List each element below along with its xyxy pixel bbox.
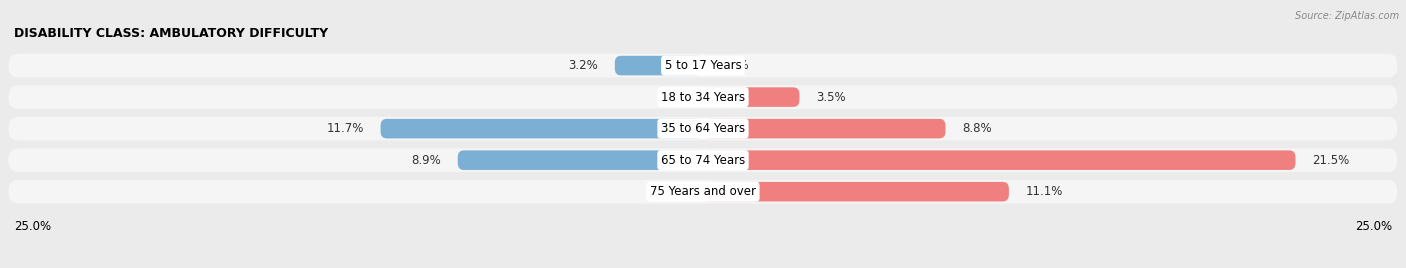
- Text: 11.1%: 11.1%: [1025, 185, 1063, 198]
- Text: 65 to 74 Years: 65 to 74 Years: [661, 154, 745, 167]
- FancyBboxPatch shape: [8, 180, 1398, 203]
- FancyBboxPatch shape: [381, 119, 703, 138]
- Text: 3.2%: 3.2%: [568, 59, 599, 72]
- Text: 0.0%: 0.0%: [657, 185, 686, 198]
- Text: 11.7%: 11.7%: [326, 122, 364, 135]
- Text: 3.5%: 3.5%: [815, 91, 845, 104]
- Text: Source: ZipAtlas.com: Source: ZipAtlas.com: [1295, 11, 1399, 21]
- Text: 8.9%: 8.9%: [412, 154, 441, 167]
- FancyBboxPatch shape: [703, 119, 945, 138]
- FancyBboxPatch shape: [8, 85, 1398, 109]
- Text: 5 to 17 Years: 5 to 17 Years: [665, 59, 741, 72]
- FancyBboxPatch shape: [703, 87, 800, 107]
- Text: 0.0%: 0.0%: [657, 91, 686, 104]
- Text: 75 Years and over: 75 Years and over: [650, 185, 756, 198]
- FancyBboxPatch shape: [614, 56, 703, 75]
- Text: 25.0%: 25.0%: [14, 220, 51, 233]
- FancyBboxPatch shape: [703, 182, 1010, 202]
- FancyBboxPatch shape: [8, 54, 1398, 77]
- FancyBboxPatch shape: [458, 150, 703, 170]
- FancyBboxPatch shape: [8, 148, 1398, 172]
- Text: 0.0%: 0.0%: [720, 59, 749, 72]
- Legend: Male, Female: Male, Female: [641, 264, 765, 268]
- Text: 21.5%: 21.5%: [1312, 154, 1350, 167]
- Text: 35 to 64 Years: 35 to 64 Years: [661, 122, 745, 135]
- Text: 8.8%: 8.8%: [962, 122, 991, 135]
- FancyBboxPatch shape: [703, 150, 1295, 170]
- Text: 18 to 34 Years: 18 to 34 Years: [661, 91, 745, 104]
- FancyBboxPatch shape: [8, 117, 1398, 140]
- Text: 25.0%: 25.0%: [1355, 220, 1392, 233]
- Text: DISABILITY CLASS: AMBULATORY DIFFICULTY: DISABILITY CLASS: AMBULATORY DIFFICULTY: [14, 27, 328, 40]
